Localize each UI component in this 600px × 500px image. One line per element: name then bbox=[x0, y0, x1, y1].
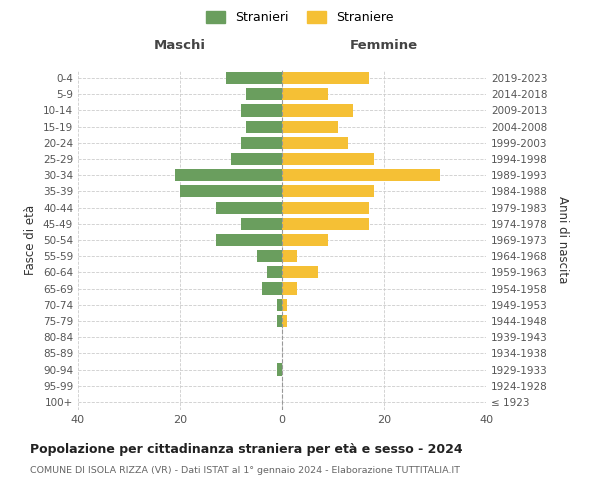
Bar bbox=[282, 234, 328, 246]
Bar bbox=[282, 88, 328, 101]
Y-axis label: Fasce di età: Fasce di età bbox=[25, 205, 37, 275]
Text: Popolazione per cittadinanza straniera per età e sesso - 2024: Popolazione per cittadinanza straniera p… bbox=[30, 442, 463, 456]
Bar bbox=[241, 218, 282, 230]
Bar bbox=[180, 186, 282, 198]
Bar bbox=[277, 298, 282, 311]
Bar bbox=[267, 266, 282, 278]
Bar bbox=[282, 120, 338, 132]
Bar bbox=[247, 120, 282, 132]
Bar bbox=[216, 202, 282, 213]
Bar bbox=[257, 250, 282, 262]
Bar bbox=[282, 202, 369, 213]
Bar bbox=[241, 137, 282, 149]
Bar bbox=[216, 234, 282, 246]
Bar bbox=[282, 104, 353, 117]
Bar bbox=[175, 169, 282, 181]
Bar bbox=[231, 153, 282, 165]
Bar bbox=[262, 282, 282, 294]
Bar bbox=[282, 72, 369, 84]
Bar bbox=[282, 186, 374, 198]
Bar bbox=[282, 137, 349, 149]
Bar bbox=[282, 298, 287, 311]
Bar bbox=[282, 282, 298, 294]
Bar bbox=[282, 218, 369, 230]
Bar bbox=[282, 169, 440, 181]
Bar bbox=[226, 72, 282, 84]
Bar bbox=[282, 266, 318, 278]
Bar bbox=[241, 104, 282, 117]
Bar bbox=[282, 250, 298, 262]
Text: Maschi: Maschi bbox=[154, 40, 206, 52]
Bar bbox=[282, 153, 374, 165]
Text: Femmine: Femmine bbox=[350, 40, 418, 52]
Legend: Stranieri, Straniere: Stranieri, Straniere bbox=[206, 11, 394, 24]
Text: COMUNE DI ISOLA RIZZA (VR) - Dati ISTAT al 1° gennaio 2024 - Elaborazione TUTTIT: COMUNE DI ISOLA RIZZA (VR) - Dati ISTAT … bbox=[30, 466, 460, 475]
Bar bbox=[277, 315, 282, 327]
Bar bbox=[282, 315, 287, 327]
Bar bbox=[277, 364, 282, 376]
Bar bbox=[247, 88, 282, 101]
Y-axis label: Anni di nascita: Anni di nascita bbox=[556, 196, 569, 284]
